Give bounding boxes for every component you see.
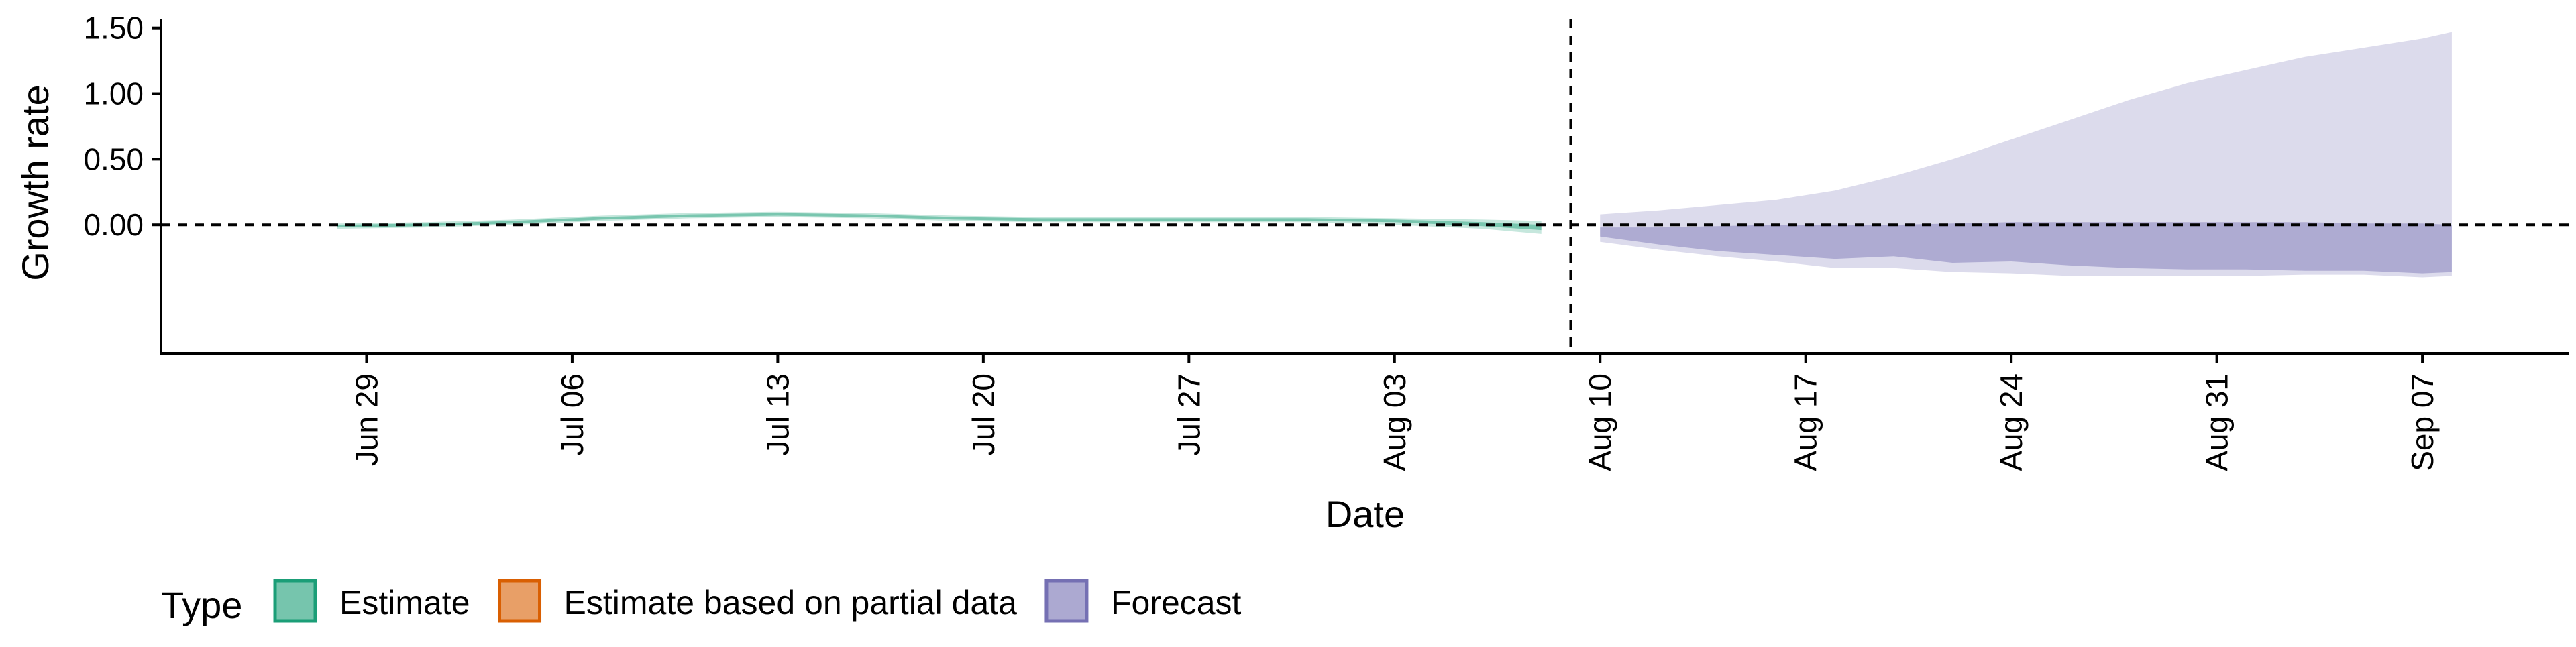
estimate-inner-band [337, 213, 1542, 231]
y-tick-label: 0.00 [83, 207, 144, 242]
y-tick-label: 0.50 [83, 141, 144, 176]
forecast-outer-band [1600, 32, 2452, 278]
x-tick-label: Jun 29 [349, 373, 384, 466]
x-axis-title: Date [1326, 493, 1405, 535]
legend-swatch-estimate-based-on-partial-data [498, 579, 542, 623]
legend-label-forecast: Forecast [1111, 584, 1242, 622]
legend-label-estimate: Estimate [339, 584, 470, 622]
x-tick-label: Aug 03 [1377, 373, 1412, 471]
legend-title: Type [161, 584, 242, 626]
legend-label-estimate-based-on-partial-data: Estimate based on partial data [564, 584, 1018, 622]
y-axis-title: Growth rate [14, 84, 56, 281]
x-tick-label: Jul 13 [760, 373, 795, 456]
x-tick-label: Aug 31 [2200, 373, 2235, 471]
x-tick-label: Jul 06 [555, 373, 590, 456]
x-tick-label: Aug 24 [1994, 373, 2029, 471]
x-tick-label: Jul 27 [1171, 373, 1206, 456]
x-tick-label: Aug 17 [1788, 373, 1823, 471]
estimate-outer-band [337, 211, 1542, 234]
x-tick-label: Aug 10 [1582, 373, 1617, 471]
band-layer [337, 32, 2452, 278]
x-tick-label: Sep 07 [2405, 373, 2440, 471]
legend-swatch-estimate [273, 579, 317, 623]
legend-swatch-forecast [1044, 579, 1089, 623]
forecast-inner-band [1600, 222, 2452, 274]
x-tick-label: Jul 20 [966, 373, 1001, 456]
legend: Type Estimate Estimate based on partial da… [161, 579, 1242, 626]
y-tick-label: 1.50 [83, 11, 144, 46]
axes [152, 19, 2569, 363]
y-tick-label: 1.00 [83, 76, 144, 111]
reference-lines [161, 19, 2569, 353]
tick-labels: 0.00 0.50 1.00 1.50 Jun 29 Jul 06 Jul 13 Jul 20… [83, 11, 2440, 471]
